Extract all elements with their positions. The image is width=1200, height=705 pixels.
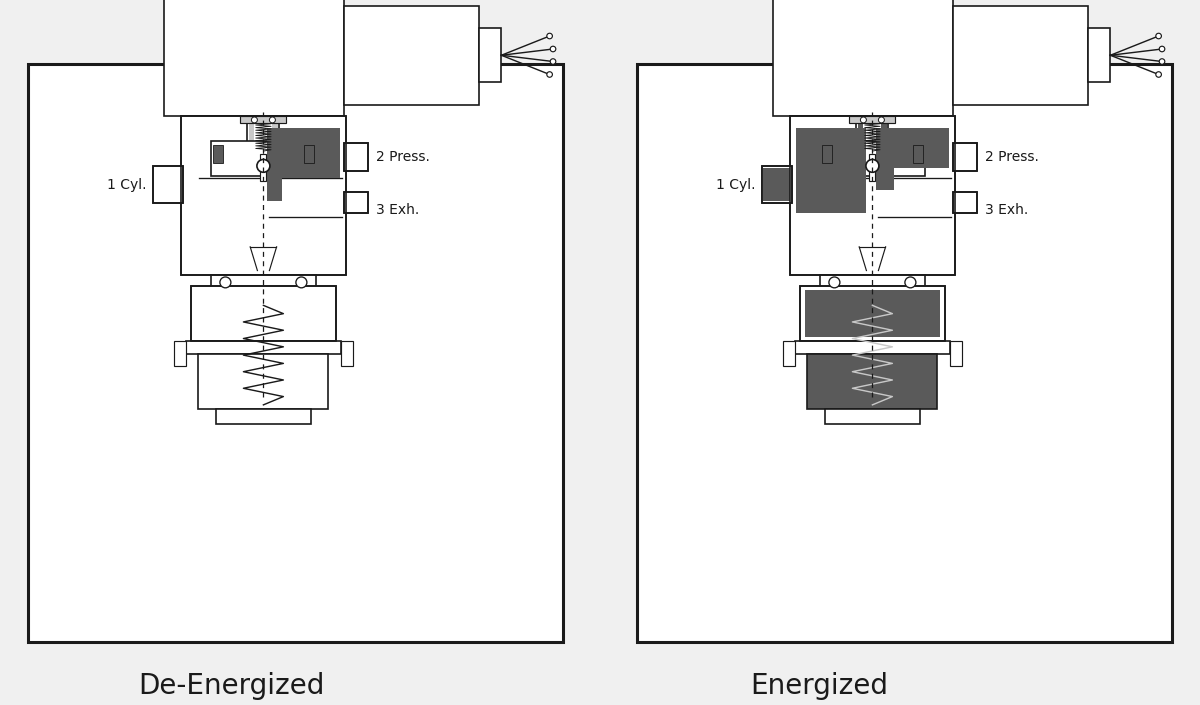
Text: Energized: Energized <box>750 672 888 699</box>
Bar <box>341 341 353 367</box>
Bar <box>953 192 977 214</box>
Bar <box>808 355 937 409</box>
Circle shape <box>296 277 307 288</box>
Bar <box>344 143 368 171</box>
Text: 3 Exh.: 3 Exh. <box>376 203 419 217</box>
Bar <box>479 28 502 82</box>
Bar <box>876 128 949 168</box>
Circle shape <box>220 277 230 288</box>
Circle shape <box>551 59 556 64</box>
Bar <box>211 274 316 288</box>
Bar <box>186 341 341 355</box>
Bar <box>198 355 329 409</box>
Bar <box>248 117 254 153</box>
Bar <box>344 192 368 214</box>
Bar <box>794 341 950 355</box>
Circle shape <box>1156 72 1162 78</box>
Text: De-Energized: De-Energized <box>138 672 324 699</box>
Bar <box>181 116 346 274</box>
Bar <box>240 116 287 123</box>
Bar <box>950 341 962 367</box>
Circle shape <box>866 159 878 172</box>
Circle shape <box>269 117 275 123</box>
Bar <box>762 166 792 204</box>
Circle shape <box>878 117 884 123</box>
Bar <box>260 154 266 180</box>
Bar <box>870 154 876 180</box>
Bar <box>152 166 182 204</box>
Bar <box>191 286 336 341</box>
Bar <box>850 116 895 123</box>
Bar <box>268 128 340 178</box>
Circle shape <box>547 33 552 39</box>
Bar <box>805 290 940 337</box>
Circle shape <box>251 117 257 123</box>
Bar <box>247 116 280 159</box>
Circle shape <box>547 72 552 78</box>
Bar <box>857 116 888 159</box>
Circle shape <box>1159 59 1165 64</box>
Bar <box>344 192 368 214</box>
Bar <box>913 145 923 163</box>
Circle shape <box>905 277 916 288</box>
Text: 2 Press.: 2 Press. <box>985 150 1039 164</box>
Bar <box>28 64 563 642</box>
Bar <box>181 116 346 274</box>
Bar <box>637 64 1172 642</box>
Bar <box>790 116 955 274</box>
Bar <box>344 143 368 171</box>
Bar <box>212 145 223 163</box>
Bar <box>174 341 186 367</box>
Circle shape <box>1156 33 1162 39</box>
Bar <box>790 116 955 274</box>
Bar <box>782 341 794 367</box>
Text: 1 Cyl.: 1 Cyl. <box>716 178 756 192</box>
Bar <box>953 143 977 171</box>
Circle shape <box>829 277 840 288</box>
Bar <box>762 168 790 202</box>
Bar <box>344 6 479 104</box>
Circle shape <box>551 47 556 51</box>
Bar <box>953 192 977 214</box>
Bar <box>762 166 792 204</box>
Text: 1 Cyl.: 1 Cyl. <box>107 178 146 192</box>
Bar <box>1088 28 1110 82</box>
Bar <box>268 178 282 202</box>
Bar <box>800 286 944 341</box>
Bar <box>211 141 316 176</box>
Bar <box>191 286 336 341</box>
Bar <box>858 117 864 153</box>
Bar <box>152 166 182 204</box>
Bar <box>953 143 977 171</box>
Bar <box>881 117 887 153</box>
Bar <box>304 145 314 163</box>
Text: 2 Press.: 2 Press. <box>376 150 430 164</box>
Bar <box>824 409 920 424</box>
Circle shape <box>860 117 866 123</box>
Bar <box>216 409 311 424</box>
Bar <box>800 286 944 341</box>
Circle shape <box>257 159 270 172</box>
Bar <box>820 274 925 288</box>
Bar <box>876 168 894 190</box>
Bar <box>272 117 278 153</box>
Circle shape <box>1159 47 1165 51</box>
Bar <box>796 128 866 214</box>
Bar <box>822 145 832 163</box>
Bar <box>774 0 954 116</box>
Bar <box>954 6 1088 104</box>
Text: 3 Exh.: 3 Exh. <box>985 203 1028 217</box>
Bar <box>164 0 344 116</box>
Bar <box>820 141 925 176</box>
